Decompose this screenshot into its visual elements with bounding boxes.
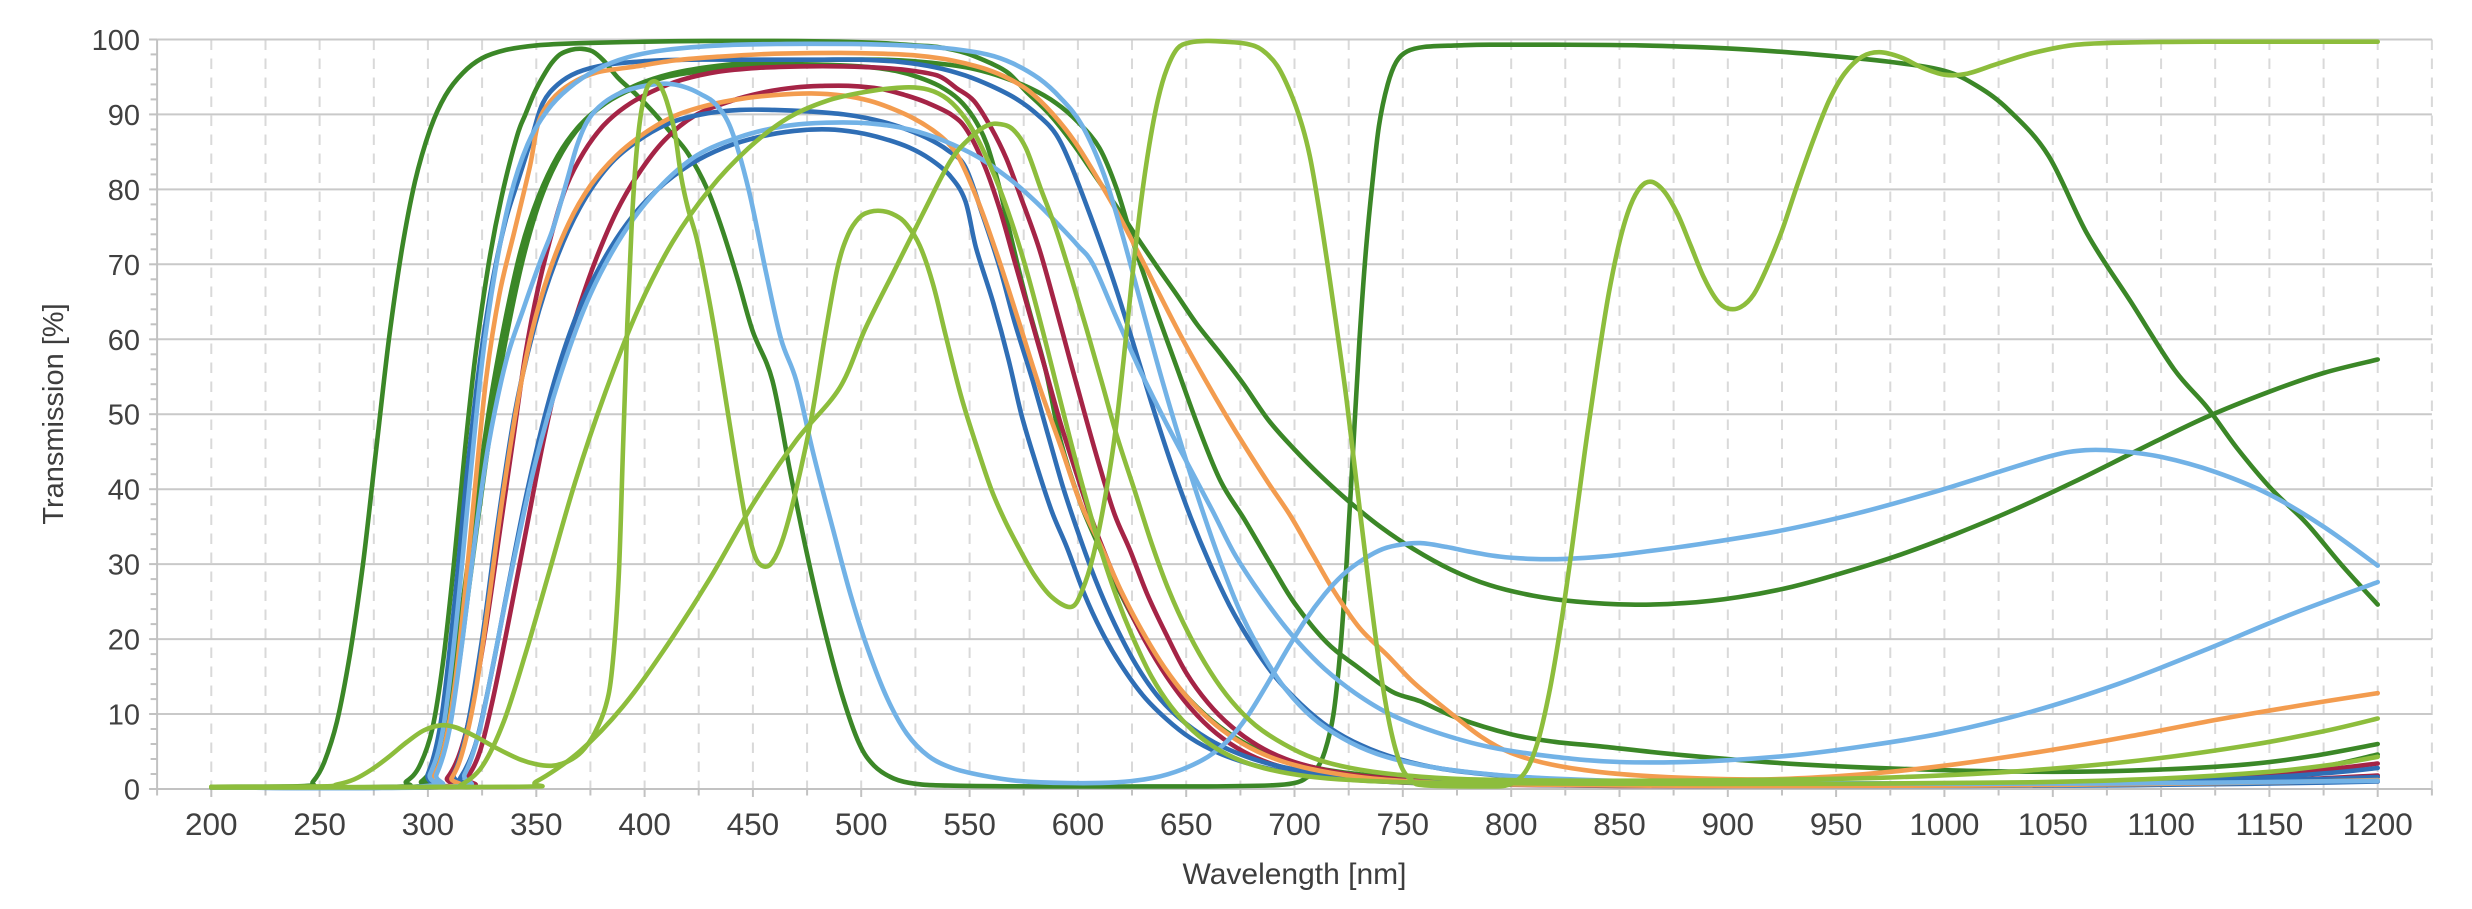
svg-text:1100: 1100 xyxy=(2127,806,2195,842)
svg-text:400: 400 xyxy=(618,806,671,842)
svg-text:40: 40 xyxy=(108,475,140,507)
svg-text:100: 100 xyxy=(92,25,140,57)
svg-text:1050: 1050 xyxy=(2018,806,2088,842)
svg-text:80: 80 xyxy=(108,175,140,207)
svg-text:50: 50 xyxy=(108,400,140,432)
svg-text:850: 850 xyxy=(1593,806,1646,842)
svg-text:30: 30 xyxy=(108,550,140,582)
svg-text:10: 10 xyxy=(108,700,140,732)
svg-text:1200: 1200 xyxy=(2343,806,2413,842)
svg-text:750: 750 xyxy=(1377,806,1430,842)
svg-text:950: 950 xyxy=(1810,806,1863,842)
svg-text:300: 300 xyxy=(402,806,455,842)
svg-text:250: 250 xyxy=(293,806,346,842)
svg-text:Wavelength [nm]: Wavelength [nm] xyxy=(1183,858,1407,891)
svg-text:500: 500 xyxy=(835,806,888,842)
svg-text:450: 450 xyxy=(727,806,780,842)
svg-text:0: 0 xyxy=(124,775,140,807)
svg-text:550: 550 xyxy=(943,806,996,842)
svg-text:1150: 1150 xyxy=(2236,806,2304,842)
svg-text:350: 350 xyxy=(510,806,563,842)
svg-text:600: 600 xyxy=(1052,806,1105,842)
svg-text:800: 800 xyxy=(1485,806,1538,842)
svg-text:900: 900 xyxy=(1702,806,1755,842)
svg-text:1000: 1000 xyxy=(1909,806,1979,842)
svg-text:Transmission [%]: Transmission [%] xyxy=(38,303,70,524)
svg-text:200: 200 xyxy=(185,806,238,842)
svg-text:700: 700 xyxy=(1268,806,1321,842)
svg-text:60: 60 xyxy=(108,325,140,357)
svg-text:20: 20 xyxy=(108,625,140,657)
svg-text:650: 650 xyxy=(1160,806,1213,842)
svg-text:90: 90 xyxy=(108,100,140,132)
svg-text:70: 70 xyxy=(108,250,140,282)
